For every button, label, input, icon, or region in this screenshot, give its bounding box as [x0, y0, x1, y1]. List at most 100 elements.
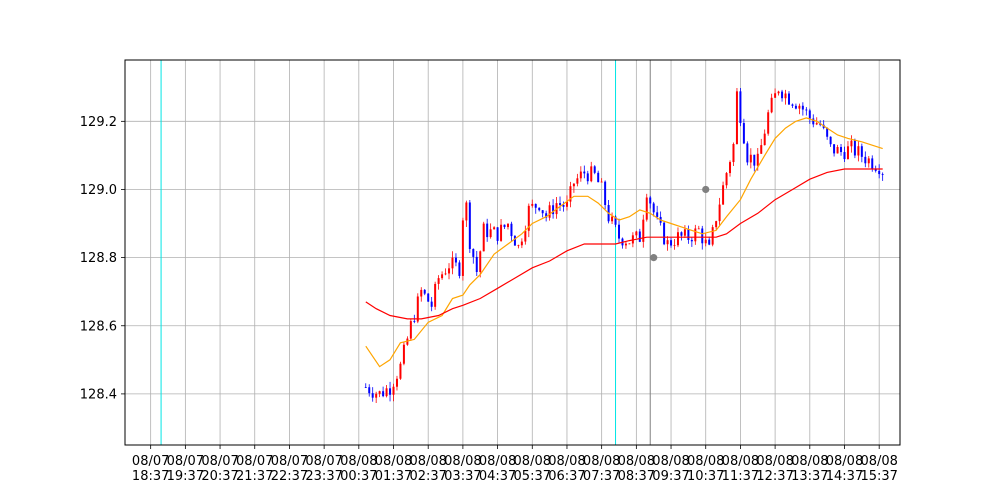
x-tick-label: 08/08 [722, 454, 759, 469]
x-tick-label: 08/08 [791, 454, 828, 469]
candle-body [475, 256, 478, 272]
candle-body [722, 185, 725, 205]
candle-body [767, 112, 770, 134]
candle-body [364, 387, 367, 388]
candle-body [503, 224, 506, 228]
x-tick-label: 19:37 [167, 469, 204, 484]
x-tick-label: 08/08 [618, 454, 655, 469]
candle-body [395, 378, 398, 387]
candle-body [611, 216, 614, 222]
candle-body [853, 140, 856, 156]
candle-body [510, 223, 513, 237]
x-tick-label: 08/07 [201, 454, 238, 469]
candle-body [635, 231, 638, 236]
x-tick-label: 18:37 [132, 469, 169, 484]
candle-body [652, 203, 655, 213]
x-tick-label: 06:37 [548, 469, 585, 484]
candle-body [441, 274, 444, 279]
x-tick-label: 08/08 [652, 454, 689, 469]
candle-body [801, 105, 804, 110]
candle-body [368, 387, 371, 394]
candle-body [864, 156, 867, 164]
candle-body [638, 231, 641, 242]
candle-body [725, 173, 728, 186]
candle-body [371, 393, 374, 398]
x-tick-label: 21:37 [236, 469, 273, 484]
candle-body [392, 386, 395, 395]
candle-body [846, 146, 849, 160]
candle-body [430, 301, 433, 307]
x-tick-label: 14:37 [826, 469, 863, 484]
candle-body [604, 181, 607, 205]
x-tick-label: 08/07 [167, 454, 204, 469]
candle-body [552, 205, 555, 215]
candle-body [531, 203, 534, 206]
candle-body [576, 178, 579, 184]
candle-body [448, 268, 451, 274]
x-tick-label: 11:37 [722, 469, 759, 484]
x-tick-label: 08/08 [756, 454, 793, 469]
candle-body [472, 248, 475, 257]
candle-body [378, 391, 381, 394]
candle-body [697, 228, 700, 230]
candle-body [680, 232, 683, 236]
candle-body [614, 216, 617, 225]
candle-body [420, 289, 423, 297]
candle-body [815, 123, 818, 125]
candle-body [451, 257, 454, 269]
candle-body [444, 273, 447, 275]
x-tick-label: 08/08 [340, 454, 377, 469]
x-tick-label: 08/08 [826, 454, 863, 469]
y-tick-label: 128.8 [80, 251, 117, 266]
candle-body [454, 257, 457, 263]
candle-body [781, 91, 784, 99]
candle-body [642, 219, 645, 242]
candle-body [798, 105, 801, 109]
candle-body [867, 158, 870, 164]
x-tick-label: 01:37 [375, 469, 412, 484]
candle-body [548, 205, 551, 218]
candle-body [670, 240, 673, 246]
candle-body [569, 186, 572, 202]
candle-body [860, 146, 863, 157]
candle-body [874, 169, 877, 171]
candle-body [843, 152, 846, 160]
x-tick-label: 20:37 [201, 469, 238, 484]
x-tick-label: 03:37 [444, 469, 481, 484]
x-tick-label: 08/08 [375, 454, 412, 469]
candle-body [739, 91, 742, 124]
candle-body [704, 239, 707, 244]
x-tick-label: 10:37 [687, 469, 724, 484]
x-tick-label: 02:37 [409, 469, 446, 484]
candle-body [753, 154, 756, 166]
candle-body [784, 93, 787, 99]
candle-body [541, 210, 544, 214]
tick-layer: 08/0718:3708/0719:3708/0720:3708/0721:37… [80, 115, 898, 484]
candle-body [579, 171, 582, 179]
x-tick-label: 08/07 [236, 454, 273, 469]
candle-body [808, 110, 811, 119]
candle-body [857, 146, 860, 156]
candle-body [534, 203, 537, 208]
candle-body [545, 213, 548, 218]
candle-body [527, 205, 530, 231]
candle-body [850, 140, 853, 147]
candle-body [489, 229, 492, 238]
candle-body [517, 245, 520, 247]
x-tick-label: 04:37 [479, 469, 516, 484]
candle-body [749, 154, 752, 163]
candle-body [409, 321, 412, 339]
candle-body [676, 232, 679, 246]
candle-body [538, 207, 541, 211]
candle-body [687, 229, 690, 240]
x-tick-label: 08/08 [514, 454, 551, 469]
x-tick-label: 08/08 [687, 454, 724, 469]
candle-body [493, 227, 496, 230]
candlestick-layer [364, 87, 884, 403]
candle-body [586, 173, 589, 182]
candle-body [600, 181, 603, 183]
moving-average-line [365, 117, 883, 368]
candle-body [663, 222, 666, 245]
candle-body [732, 143, 735, 163]
candle-body [618, 224, 621, 239]
